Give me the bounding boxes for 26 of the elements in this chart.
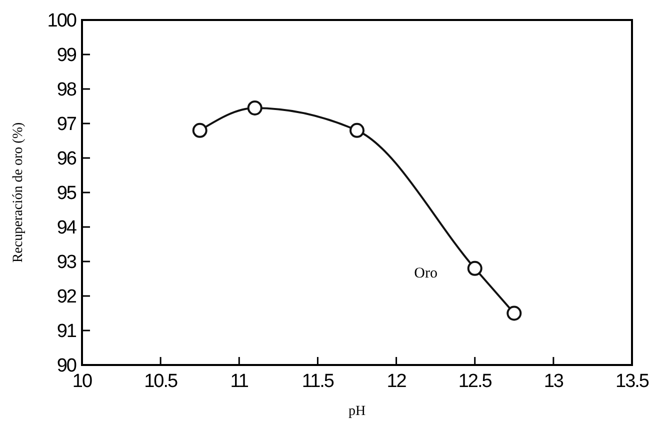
y-tick-label: 98 [56, 80, 76, 101]
x-axis-title: pH [348, 404, 366, 419]
x-tick-label: 10.5 [144, 371, 178, 392]
x-tick-label: 11 [230, 371, 248, 392]
point [506, 306, 522, 321]
x-tick-label: 10 [72, 371, 92, 392]
x-tick-label: 13 [544, 371, 564, 392]
y-tick-label: 93 [56, 252, 76, 274]
x-tick-label: 12 [386, 371, 406, 392]
y-tick-label: 92 [56, 286, 76, 308]
point [467, 260, 482, 276]
x-tick-label: 13.5 [616, 371, 649, 392]
y-tick-label: 96 [56, 148, 76, 170]
point [350, 122, 364, 138]
point [247, 100, 262, 116]
y-tick-label: 100 [47, 10, 76, 32]
y-tick-label: 95 [56, 183, 76, 204]
x-tick-label: 12.5 [458, 371, 492, 392]
series-label: Oro [414, 265, 438, 282]
y-tick-label: 91 [56, 321, 76, 342]
y-tick-label: 99 [56, 45, 76, 66]
point [192, 122, 208, 138]
y-tick-label: 94 [56, 218, 78, 239]
y-tick-label: 97 [56, 114, 76, 136]
y-axis-title: Recuperación de oro (%) [11, 122, 26, 263]
x-tick-label: 11.5 [302, 371, 334, 392]
